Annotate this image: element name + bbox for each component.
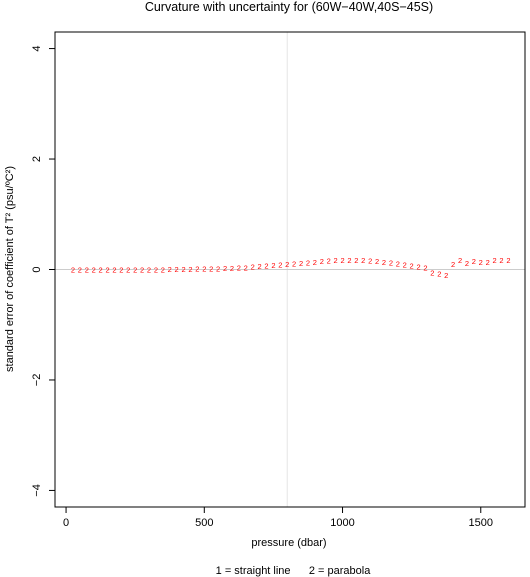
data-point: 2 [85, 266, 89, 275]
data-point: 2 [175, 265, 179, 274]
data-point: 2 [347, 256, 351, 265]
data-point: 2 [299, 259, 303, 268]
data-point: 2 [119, 266, 123, 275]
data-point: 2 [327, 257, 331, 266]
data-point: 2 [258, 262, 262, 271]
data-point: 2 [423, 263, 427, 272]
data-point: 2 [202, 264, 206, 273]
data-point: 2 [410, 262, 414, 271]
data-point: 2 [354, 256, 358, 265]
data-point: 2 [499, 256, 503, 265]
y-tick-label: 0 [31, 266, 43, 272]
data-point: 2 [230, 264, 234, 273]
data-point: 2 [334, 256, 338, 265]
data-point: 2 [105, 266, 109, 275]
data-point: 2 [361, 256, 365, 265]
data-point: 2 [154, 266, 158, 275]
data-point: 2 [140, 266, 144, 275]
chart-title: Curvature with uncertainty for (60W−40W,… [145, 0, 433, 14]
x-axis-label: pressure (dbar) [251, 537, 326, 549]
data-point: 2 [382, 258, 386, 267]
data-point: 2 [209, 264, 213, 273]
data-point: 2 [493, 256, 497, 265]
data-point: 2 [126, 266, 130, 275]
data-point: 2 [168, 265, 172, 274]
data-point: 2 [285, 260, 289, 269]
data-point: 2 [437, 269, 441, 278]
y-axis-label: standard error of coefficient of T² (psu… [4, 166, 16, 372]
data-point: 2 [99, 266, 103, 275]
y-tick-label: 2 [31, 156, 43, 162]
data-point: 2 [340, 256, 344, 265]
data-point: 2 [465, 259, 469, 268]
data-point: 2 [223, 264, 227, 273]
data-point: 2 [161, 266, 165, 275]
data-point: 2 [216, 264, 220, 273]
x-tick-label: 1500 [469, 517, 493, 529]
data-point: 2 [264, 262, 268, 271]
x-tick-label: 0 [63, 517, 69, 529]
data-point: 2 [389, 258, 393, 267]
data-point: 2 [313, 258, 317, 267]
data-point: 2 [133, 266, 137, 275]
data-point: 2 [368, 257, 372, 266]
data-point: 2 [444, 271, 448, 280]
y-tick-label: −2 [31, 374, 43, 387]
data-point: 2 [292, 259, 296, 268]
data-point: 2 [112, 266, 116, 275]
data-point: 2 [416, 263, 420, 272]
data-point: 2 [78, 266, 82, 275]
data-point: 2 [278, 261, 282, 270]
data-point: 2 [403, 261, 407, 270]
data-point: 2 [271, 261, 275, 270]
data-point: 2 [486, 258, 490, 267]
data-point: 2 [396, 259, 400, 268]
y-tick-label: −4 [31, 484, 43, 497]
data-point: 2 [458, 256, 462, 265]
data-point: 2 [188, 265, 192, 274]
x-tick-label: 1000 [330, 517, 354, 529]
data-point: 2 [320, 257, 324, 266]
x-tick-label: 500 [195, 517, 213, 529]
data-point: 2 [306, 258, 310, 267]
y-tick-label: 4 [31, 46, 43, 52]
data-point: 2 [430, 268, 434, 277]
data-point: 2 [181, 265, 185, 274]
data-point: 2 [147, 266, 151, 275]
data-point: 2 [71, 266, 75, 275]
data-point: 2 [375, 257, 379, 266]
data-point: 2 [244, 263, 248, 272]
data-point: 2 [479, 258, 483, 267]
data-point: 2 [92, 266, 96, 275]
data-point: 2 [237, 263, 241, 272]
data-point: 2 [506, 256, 510, 265]
data-point: 2 [451, 260, 455, 269]
data-point: 2 [195, 264, 199, 273]
data-point: 2 [251, 263, 255, 272]
data-point: 2 [472, 257, 476, 266]
legend-text: 1 = straight line 2 = parabola [216, 565, 372, 577]
